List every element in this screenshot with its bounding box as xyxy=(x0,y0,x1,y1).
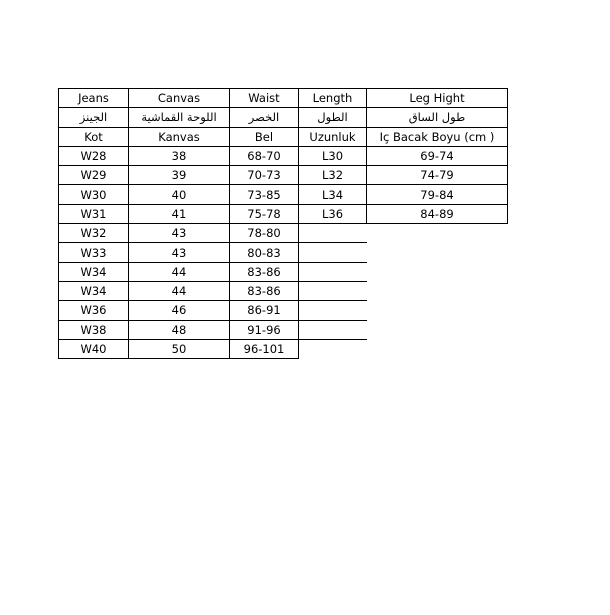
header-row-arabic: الجينز اللوحة القماشية الخصر الطول طول الساق xyxy=(58,107,508,128)
table-row: W31 41 75-78 L36 84-89 xyxy=(58,203,508,225)
jeans-cell: W30 xyxy=(58,184,129,205)
leg-height-cell: 84-89 xyxy=(366,203,508,225)
waist-cell: Waist xyxy=(229,87,299,109)
empty-cell xyxy=(298,280,367,301)
empty-cell xyxy=(367,281,508,300)
jeans-cell: الجينز xyxy=(58,107,129,128)
waist-cell: 75-78 xyxy=(229,203,299,225)
leg-height-cell: 74-79 xyxy=(366,165,508,186)
canvas-cell: 48 xyxy=(128,319,230,340)
empty-cell xyxy=(367,224,508,243)
jeans-cell: W40 xyxy=(58,338,129,360)
canvas-cell: Kanvas xyxy=(128,126,230,147)
empty-cell xyxy=(367,243,508,262)
empty-cell xyxy=(298,300,367,321)
length-cell: L36 xyxy=(298,203,367,225)
canvas-cell: 43 xyxy=(128,242,230,263)
leg-height-cell: 79-84 xyxy=(366,184,508,205)
table-row: W34 44 83-86 xyxy=(58,261,508,282)
waist-cell: 91-96 xyxy=(229,319,299,340)
canvas-cell: 39 xyxy=(128,165,230,186)
canvas-cell: Canvas xyxy=(128,87,230,109)
canvas-cell: 40 xyxy=(128,184,230,205)
jeans-cell: W38 xyxy=(58,319,129,340)
length-cell: الطول xyxy=(298,107,367,128)
waist-cell: الخصر xyxy=(229,107,299,128)
empty-cell xyxy=(367,262,508,281)
jeans-cell: W36 xyxy=(58,300,129,321)
empty-cell xyxy=(298,319,367,340)
length-cell: L30 xyxy=(298,145,367,167)
length-cell: L32 xyxy=(298,165,367,186)
canvas-cell: اللوحة القماشية xyxy=(128,107,230,128)
jeans-cell: W28 xyxy=(58,145,129,167)
empty-cell xyxy=(298,261,367,282)
jeans-cell: W31 xyxy=(58,203,129,225)
header-row-english: Jeans Canvas Waist Length Leg Hight xyxy=(58,87,508,109)
canvas-cell: 43 xyxy=(128,223,230,244)
empty-cell xyxy=(367,301,508,320)
leg-height-cell: Leg Hight xyxy=(366,87,508,109)
table-row: W34 44 83-86 xyxy=(58,280,508,302)
canvas-cell: 38 xyxy=(128,145,230,167)
canvas-cell: 46 xyxy=(128,300,230,321)
canvas-cell: 44 xyxy=(128,280,230,302)
canvas-cell: 44 xyxy=(128,261,230,282)
waist-cell: 68-70 xyxy=(229,145,299,167)
empty-cell xyxy=(367,339,508,358)
header-row-turkish: Kot Kanvas Bel Uzunluk Iç Bacak Boyu (cm ) xyxy=(58,126,508,147)
waist-cell: 73-85 xyxy=(229,184,299,205)
jeans-cell: W29 xyxy=(58,165,129,186)
waist-cell: 80-83 xyxy=(229,242,299,263)
length-cell: Uzunluk xyxy=(298,126,367,147)
waist-cell: Bel xyxy=(229,126,299,147)
table-row: W38 48 91-96 xyxy=(58,319,508,340)
waist-cell: 83-86 xyxy=(229,280,299,302)
length-cell: Length xyxy=(298,87,367,109)
empty-cell xyxy=(367,320,508,339)
table-row: W30 40 73-85 L34 79-84 xyxy=(58,184,508,205)
empty-cell xyxy=(298,338,367,359)
table-row: W40 50 96-101 xyxy=(58,338,508,360)
waist-cell: 78-80 xyxy=(229,223,299,244)
size-chart-table: Jeans Canvas Waist Length Leg Hight الجينز الل… xyxy=(58,87,508,360)
length-cell: L34 xyxy=(298,184,367,205)
waist-cell: 83-86 xyxy=(229,261,299,282)
waist-cell: 86-91 xyxy=(229,300,299,321)
jeans-cell: W34 xyxy=(58,280,129,302)
jeans-cell: W33 xyxy=(58,242,129,263)
table-row: W36 46 86-91 xyxy=(58,300,508,321)
table-row: W32 43 78-80 xyxy=(58,223,508,244)
leg-height-cell: طول الساق xyxy=(366,107,508,128)
jeans-cell: Kot xyxy=(58,126,129,147)
table-row: W29 39 70-73 L32 74-79 xyxy=(58,165,508,186)
waist-cell: 70-73 xyxy=(229,165,299,186)
canvas-cell: 41 xyxy=(128,203,230,225)
empty-cell xyxy=(298,223,367,243)
empty-cell xyxy=(298,242,367,263)
jeans-cell: W32 xyxy=(58,223,129,244)
table-row: W28 38 68-70 L30 69-74 xyxy=(58,145,508,167)
leg-height-cell: Iç Bacak Boyu (cm ) xyxy=(366,126,508,147)
waist-cell: 96-101 xyxy=(229,338,299,360)
leg-height-cell: 69-74 xyxy=(366,145,508,167)
table-row: W33 43 80-83 xyxy=(58,242,508,263)
jeans-cell: Jeans xyxy=(58,87,129,109)
canvas-cell: 50 xyxy=(128,338,230,360)
jeans-cell: W34 xyxy=(58,261,129,282)
